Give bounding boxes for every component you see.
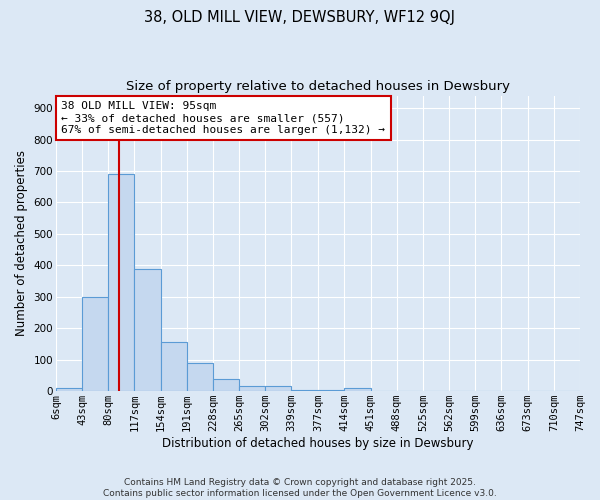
Bar bbox=[292, 390, 319, 391]
Bar bbox=[213, 378, 239, 391]
Y-axis label: Number of detached properties: Number of detached properties bbox=[15, 150, 28, 336]
Text: 38 OLD MILL VIEW: 95sqm
← 33% of detached houses are smaller (557)
67% of semi-d: 38 OLD MILL VIEW: 95sqm ← 33% of detache… bbox=[61, 102, 385, 134]
Bar bbox=[187, 363, 213, 391]
Bar bbox=[344, 388, 371, 391]
X-axis label: Distribution of detached houses by size in Dewsbury: Distribution of detached houses by size … bbox=[162, 437, 474, 450]
Bar bbox=[134, 268, 161, 391]
Bar bbox=[82, 297, 108, 391]
Bar bbox=[265, 386, 292, 391]
Title: Size of property relative to detached houses in Dewsbury: Size of property relative to detached ho… bbox=[126, 80, 510, 93]
Text: Contains HM Land Registry data © Crown copyright and database right 2025.
Contai: Contains HM Land Registry data © Crown c… bbox=[103, 478, 497, 498]
Bar bbox=[56, 388, 82, 391]
Bar bbox=[319, 390, 344, 391]
Bar bbox=[239, 386, 265, 391]
Bar bbox=[161, 342, 187, 391]
Text: 38, OLD MILL VIEW, DEWSBURY, WF12 9QJ: 38, OLD MILL VIEW, DEWSBURY, WF12 9QJ bbox=[145, 10, 455, 25]
Bar bbox=[108, 174, 134, 391]
